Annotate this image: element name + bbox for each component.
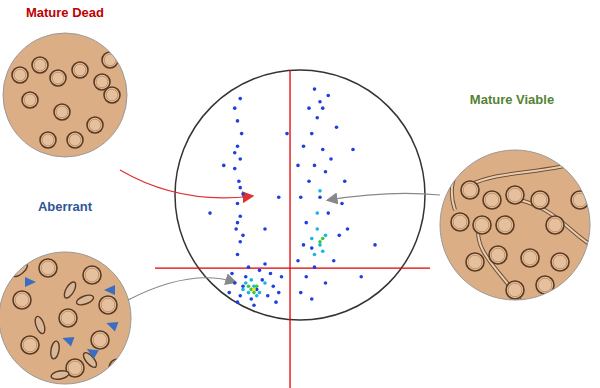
svg-text:Aberrant: Aberrant: [38, 199, 93, 214]
svg-text:Mature Dead: Mature Dead: [26, 5, 104, 20]
svg-text:Mature Viable: Mature Viable: [470, 92, 554, 107]
